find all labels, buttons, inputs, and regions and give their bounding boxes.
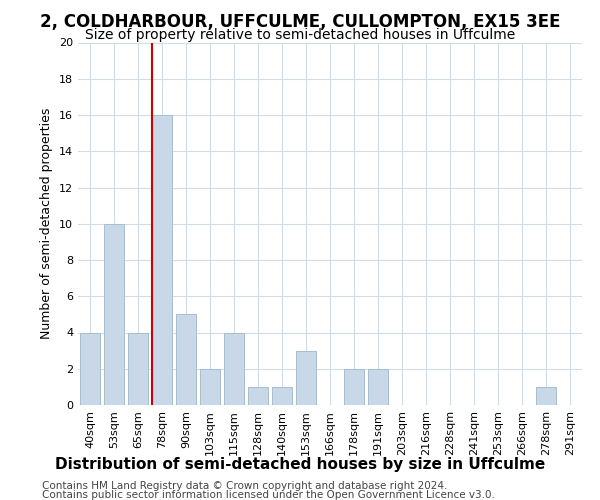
Bar <box>224 332 244 405</box>
Bar <box>344 369 364 405</box>
Text: Size of property relative to semi-detached houses in Uffculme: Size of property relative to semi-detach… <box>85 28 515 42</box>
Text: Contains public sector information licensed under the Open Government Licence v3: Contains public sector information licen… <box>42 490 495 500</box>
Y-axis label: Number of semi-detached properties: Number of semi-detached properties <box>40 108 53 340</box>
Text: Contains HM Land Registry data © Crown copyright and database right 2024.: Contains HM Land Registry data © Crown c… <box>42 481 448 491</box>
Bar <box>80 332 100 405</box>
Bar <box>368 369 388 405</box>
Bar <box>296 350 316 405</box>
Bar <box>152 115 172 405</box>
Bar <box>248 387 268 405</box>
Bar <box>272 387 292 405</box>
Text: 2, COLDHARBOUR, UFFCULME, CULLOMPTON, EX15 3EE: 2, COLDHARBOUR, UFFCULME, CULLOMPTON, EX… <box>40 12 560 30</box>
Text: Distribution of semi-detached houses by size in Uffculme: Distribution of semi-detached houses by … <box>55 458 545 472</box>
Bar <box>536 387 556 405</box>
Bar <box>104 224 124 405</box>
Bar <box>128 332 148 405</box>
Bar <box>200 369 220 405</box>
Bar <box>176 314 196 405</box>
